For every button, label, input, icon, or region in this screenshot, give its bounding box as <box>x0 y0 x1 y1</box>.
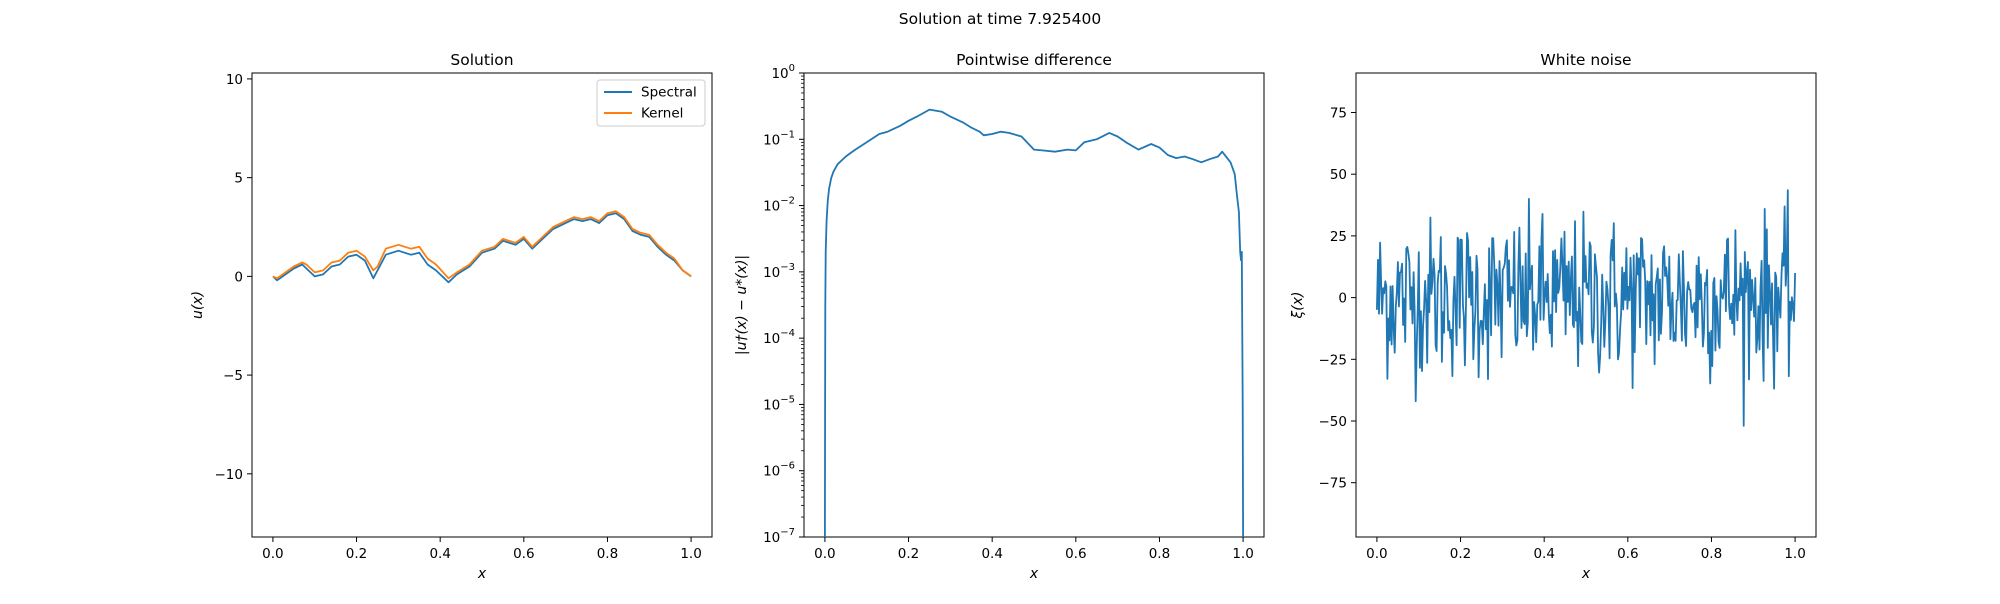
solution-yticks: −10 −5 0 5 10 <box>215 72 252 483</box>
solution-ytick-label: 10 <box>226 72 243 88</box>
noise-ytick-label: 25 <box>1330 229 1347 245</box>
solution-xtick-label: 0.2 <box>346 546 367 562</box>
difference-series <box>824 108 1244 538</box>
difference-xlabel: x <box>1029 566 1039 582</box>
solution-xtick-label: 0.4 <box>429 546 450 562</box>
solution-xtick-label: 0.0 <box>262 546 283 562</box>
difference-xtick-label: 0.2 <box>898 546 919 562</box>
noise-ylabel: ξ(x) <box>1290 291 1306 319</box>
difference-xtick-label: 0.4 <box>981 546 1002 562</box>
solution-xlabel: x <box>477 566 487 582</box>
difference-ytick-label: 10−4 <box>763 328 795 347</box>
legend-label-spectral: Spectral <box>641 85 697 101</box>
legend-label-kernel: Kernel <box>641 106 683 122</box>
difference-ytick-label: 10−3 <box>763 262 795 281</box>
noise-ytick-label: 0 <box>1338 291 1347 307</box>
difference-panel: Pointwise difference x |u†(x) − u*(x)| 0… <box>734 51 1265 582</box>
noise-yticks: −75 −50 −25 0 25 50 75 <box>1319 105 1356 492</box>
noise-xtick-label: 0.8 <box>1701 546 1722 562</box>
difference-xtick-label: 1.0 <box>1232 546 1253 562</box>
noise-xtick-label: 1.0 <box>1784 546 1805 562</box>
noise-ytick-label: −50 <box>1319 414 1348 430</box>
difference-xtick-label: 0.0 <box>814 546 835 562</box>
solution-axes-frame <box>251 72 713 538</box>
noise-axes-frame <box>1355 72 1817 538</box>
difference-title: Pointwise difference <box>956 51 1112 69</box>
solution-title: Solution <box>450 51 513 69</box>
solution-xtick-label: 0.6 <box>513 546 534 562</box>
solution-ylabel: u(x) <box>190 291 206 319</box>
noise-xtick-label: 0.4 <box>1533 546 1554 562</box>
noise-ytick-label: 75 <box>1330 105 1347 121</box>
solution-ytick-label: −10 <box>215 467 244 483</box>
difference-ytick-label: 10−5 <box>763 394 795 413</box>
difference-series-line <box>824 108 1244 538</box>
difference-axes-frame <box>803 72 1265 538</box>
solution-series-spectral <box>272 212 692 284</box>
difference-ytick-label: 100 <box>771 63 795 82</box>
difference-ytick-label: 10−1 <box>763 129 795 148</box>
noise-xtick-label: 0.6 <box>1617 546 1638 562</box>
difference-ytick-label: 10−7 <box>763 527 795 546</box>
difference-ytick-label: 10−2 <box>763 196 795 215</box>
difference-xtick-label: 0.8 <box>1149 546 1170 562</box>
difference-xtick-label: 0.6 <box>1065 546 1086 562</box>
difference-yticks: 10−7 10−6 10−5 10−4 10−3 10−2 10−1 100 <box>763 63 804 546</box>
noise-ytick-label: −25 <box>1319 352 1348 368</box>
noise-series <box>1376 189 1796 427</box>
solution-xticks: 0.0 0.2 0.4 0.6 0.8 1.0 <box>262 537 702 562</box>
noise-ytick-label: 50 <box>1330 167 1347 183</box>
noise-xticks: 0.0 0.2 0.4 0.6 0.8 1.0 <box>1366 537 1806 562</box>
solution-xtick-label: 1.0 <box>680 546 701 562</box>
solution-legend: Spectral Kernel <box>596 79 706 127</box>
noise-panel: White noise x ξ(x) 0.0 0.2 0.4 0.6 0.8 1.0 −7… <box>1290 51 1817 582</box>
noise-ytick-label: −75 <box>1319 476 1348 492</box>
noise-xlabel: x <box>1581 566 1591 582</box>
difference-ytick-label: 10−6 <box>763 461 795 480</box>
noise-xtick-label: 0.2 <box>1450 546 1471 562</box>
noise-title: White noise <box>1540 51 1631 69</box>
solution-series <box>272 210 692 284</box>
solution-xtick-label: 0.8 <box>597 546 618 562</box>
solution-ytick-label: 5 <box>234 171 243 187</box>
solution-series-kernel <box>272 210 692 280</box>
noise-series-line <box>1376 189 1796 427</box>
figure-suptitle: Solution at time 7.925400 <box>898 10 1102 28</box>
solution-panel: Solution x u(x) 0.0 0.2 0.4 0.6 0.8 1.0 −10 −5… <box>190 51 713 582</box>
difference-xticks: 0.0 0.2 0.4 0.6 0.8 1.0 <box>814 537 1254 562</box>
solution-ytick-label: 0 <box>234 269 243 285</box>
noise-xtick-label: 0.0 <box>1366 546 1387 562</box>
difference-ylabel: |u†(x) − u*(x)| <box>734 255 750 355</box>
solution-ytick-label: −5 <box>223 368 243 384</box>
